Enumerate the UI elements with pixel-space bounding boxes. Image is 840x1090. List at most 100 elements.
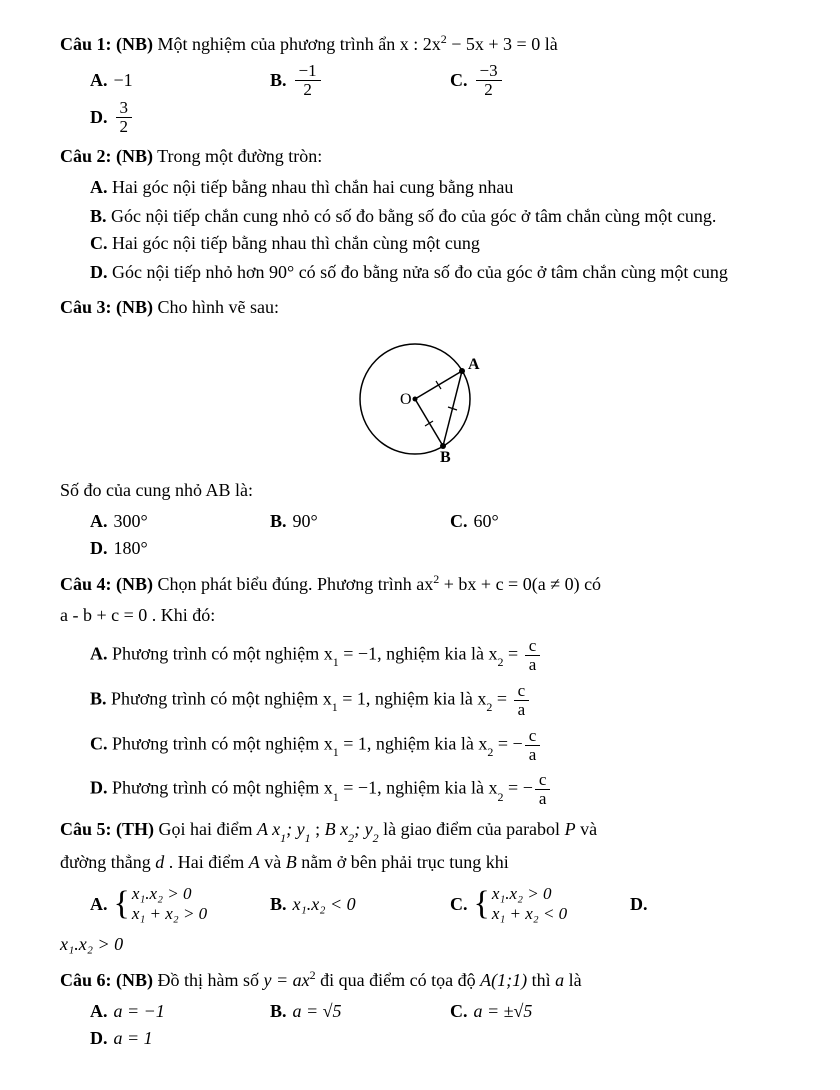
tick-oa [436,381,441,389]
q5-asym: A x [257,819,280,839]
q4-d-frac: ca [535,771,551,808]
q5-l1a: Gọi hai điểm [154,819,257,839]
q4-b-frac: ca [514,682,530,719]
q1-b-num: −1 [295,62,321,81]
q5-sep: ; [311,819,325,839]
q4-a-eq: = [504,644,523,664]
opt-label-d: D. [90,104,108,131]
q1-d-frac: 32 [116,99,133,136]
q6-options: A.a = −1 B.a = √5 C.a = ±√5 D.a = 1 [90,998,780,1052]
opt-label-b: B. [270,998,287,1025]
q6-d-val: a = 1 [114,1025,153,1052]
opt-label-c: C. [450,508,468,535]
q4-c-frac: ca [525,727,541,764]
q4-c-mid: = 1, nghiệm kia là x [339,733,488,753]
q5-a-system: { x₁.x₂ > 0 x₁ + x₂ > 0 [114,884,208,925]
q2-opt-c: C. Hai góc nội tiếp bằng nhau thì chắn c… [90,230,780,257]
q1-opt-a: A.−1 [90,62,260,99]
q4-a-num: c [525,637,541,656]
circle-diagram: O A B [340,329,500,469]
q2-opt-a: A. Hai góc nội tiếp bằng nhau thì chắn h… [90,174,780,201]
q4-d-den: a [535,790,551,808]
q4-d-s2: 2 [498,790,504,804]
q1-d-den: 2 [116,118,133,136]
q5-bsemi: ; y [354,819,372,839]
question-1: Câu 1: (NB) Một nghiệm của phương trình … [60,30,780,135]
q4-opt-a: A. Phương trình có một nghiệm x1 = −1, n… [90,637,780,674]
q6-t3: thì [527,970,555,990]
q5-c-lines: x₁.x₂ > 0 x₁ + x₂ < 0 [492,884,567,925]
q5-opt-c: C. { x₁.x₂ > 0 x₁ + x₂ < 0 [450,884,620,925]
q5-c-system: { x₁.x₂ > 0 x₁ + x₂ < 0 [474,884,568,925]
label-b: B [440,449,451,466]
q1-header: Câu 1: (NB) Một nghiệm của phương trình … [60,30,780,58]
q6-pt: A(1;1) [480,970,527,990]
q5-bs2: 2 [373,831,379,845]
q1-label: Câu 1: (NB) [60,34,153,54]
question-6: Câu 6: (NB) Đồ thị hàm số y = ax2 đi qua… [60,966,780,1052]
q5-d: d [155,852,164,872]
q1-text-before: Một nghiệm của phương trình ẩn x : 2x [153,34,441,54]
q4-b-num: c [514,682,530,701]
brace-icon: { [474,887,490,921]
q1-b-frac: −12 [295,62,321,99]
q5-bl: B [286,852,297,872]
q4-b-mid: = 1, nghiệm kia là x [338,689,487,709]
q1-options: A.−1 B. −12 C. −32 D. 32 [90,62,780,135]
q2-c: Hai góc nội tiếp bằng nhau thì chắn cùng… [112,233,480,253]
question-2: Câu 2: (NB) Trong một đường tròn: A. Hai… [60,143,780,286]
q4-d-pre: Phương trình có một nghiệm x [112,778,333,798]
q4-cond: a - b + c = 0 . Khi đó: [60,602,780,629]
q4-c-pre: Phương trình có một nghiệm x [112,733,333,753]
q2-b: Góc nội tiếp chắn cung nhỏ có số đo bằng… [111,206,716,226]
q5-l1b: là giao điểm của parabol [379,819,565,839]
opt-label-a: A. [90,998,108,1025]
q1-c-frac: −32 [476,62,502,99]
opt-label-c: C. [450,67,468,94]
q2-text: Trong một đường tròn: [153,146,322,166]
q5-bs1: 2 [348,831,354,845]
question-4: Câu 4: (NB) Chọn phát biểu đúng. Phương … [60,570,780,808]
q4-a-s1: 1 [333,655,339,669]
q3-text: Cho hình vẽ sau: [153,297,279,317]
q5-l2c: và [260,852,286,872]
q4-c-eq: = − [493,733,522,753]
q5-as1: 1 [280,831,286,845]
q1-c-num: −3 [476,62,502,81]
brace-icon: { [114,887,130,921]
q1-b-den: 2 [299,81,316,99]
q4-d-s1: 1 [333,790,339,804]
q2-opt-b: B. Góc nội tiếp chắn cung nhỏ có số đo b… [60,203,780,230]
q1-a-val: −1 [114,67,133,94]
q6-a: a [555,970,564,990]
label-a: A [468,356,480,373]
opt-label-b: B. [270,67,287,94]
q5-as2: 1 [305,831,311,845]
q1-d-num: 3 [116,99,133,118]
opt-label-b: B. [270,508,287,535]
q2-label: Câu 2: (NB) [60,146,153,166]
q5-opt-a: A. { x₁.x₂ > 0 x₁ + x₂ > 0 [90,884,260,925]
q5-opt-b: B. x₁.x₂ < 0 [270,891,440,918]
q5-p: P [565,819,576,839]
q3-c: 60° [474,508,499,535]
q3-label: Câu 3: (NB) [60,297,153,317]
q5-al: A [249,852,260,872]
q4-a-frac: ca [525,637,541,674]
opt-label-a: A. [90,67,108,94]
radius-ob [415,399,443,446]
q5-l2b: . Hai điểm [164,852,248,872]
q5-bsym: B x [325,819,348,839]
q3-header: Câu 3: (NB) Cho hình vẽ sau: [60,294,780,321]
q4-b-den: a [514,701,530,719]
question-5: Câu 5: (TH) Gọi hai điểm A x1; y1 ; B x2… [60,816,780,957]
q6-opt-d: D.a = 1 [90,1025,260,1052]
q5-line2: đường thẳng d . Hai điểm A và B nằm ở bê… [60,849,780,876]
q6-c-val: a = ±√5 [474,998,533,1025]
q2-header: Câu 2: (NB) Trong một đường tròn: [60,143,780,170]
q5-opt-d: D. [630,891,670,918]
q4-t1: Chọn phát biểu đúng. Phương trình ax [153,574,433,594]
q6-opt-b: B.a = √5 [270,998,440,1025]
q6-a-val: a = −1 [114,998,165,1025]
q4-d-eq: = − [504,778,533,798]
